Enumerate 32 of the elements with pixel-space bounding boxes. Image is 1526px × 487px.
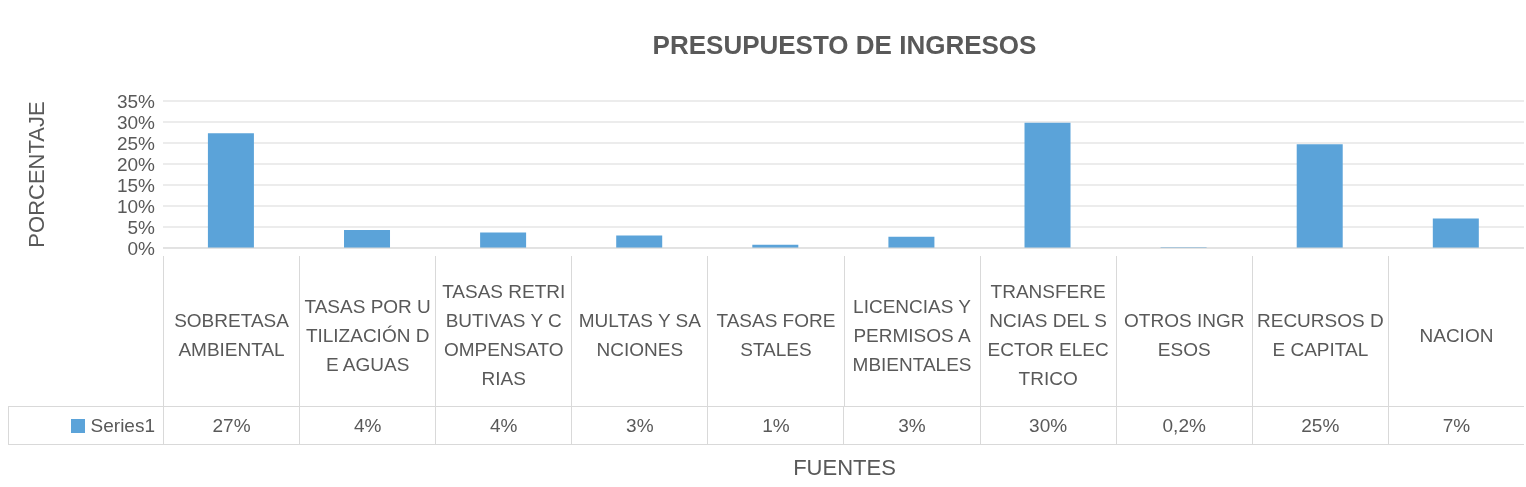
x-tick-label: OTROS INGRESOS xyxy=(1123,309,1246,362)
x-tick-label: MULTAS Y SANCIONES xyxy=(577,309,702,362)
data-label: 4% xyxy=(299,407,436,444)
y-tick-label: 5% xyxy=(127,216,156,238)
x-tick-label: TASAS FORESTALES xyxy=(715,309,837,362)
data-label: 4% xyxy=(435,407,572,444)
x-tick-label: TASAS RETRIBUTIVAS Y COMPENSATORIAS xyxy=(441,280,567,391)
legend-label: Series1 xyxy=(8,407,163,444)
data-label: 3% xyxy=(571,407,708,444)
y-tick-label: 10% xyxy=(116,195,156,217)
data-label: 27% xyxy=(163,407,300,444)
data-label: 1% xyxy=(707,407,844,444)
data-label: 3% xyxy=(843,407,980,444)
y-tick-label: 15% xyxy=(116,174,156,196)
y-tick-label: 30% xyxy=(116,111,156,133)
chart-title: PRESUPUESTO DE INGRESOS xyxy=(651,30,1038,61)
x-tick-label: NACION xyxy=(1418,323,1495,348)
x-tick-label: SOBRETASA AMBIENTAL xyxy=(173,309,290,362)
y-tick-label: 0% xyxy=(127,237,156,259)
x-tick-label: TRANSFERENCIAS DEL SECTOR ELECTRICO xyxy=(986,280,1110,391)
x-tick-label: TASAS POR UTILIZACIÓN DE AGUAS xyxy=(303,294,432,377)
data-label: 25% xyxy=(1251,407,1388,444)
y-tick-label: 20% xyxy=(116,153,156,175)
x-tick-label: RECURSOS DE CAPITAL xyxy=(1256,309,1385,362)
y-tick-label: 25% xyxy=(116,132,156,154)
y-tick-label: 35% xyxy=(116,90,156,112)
data-label: 7% xyxy=(1387,407,1524,444)
data-label: 0,2% xyxy=(1115,407,1252,444)
y-axis-title: PORCENTAJE xyxy=(23,101,49,248)
x-axis-title: FUENTES xyxy=(792,455,897,481)
x-tick-label: LICENCIAS Y PERMISOS AMBIENTALES xyxy=(851,294,973,377)
data-label: 30% xyxy=(979,407,1116,444)
